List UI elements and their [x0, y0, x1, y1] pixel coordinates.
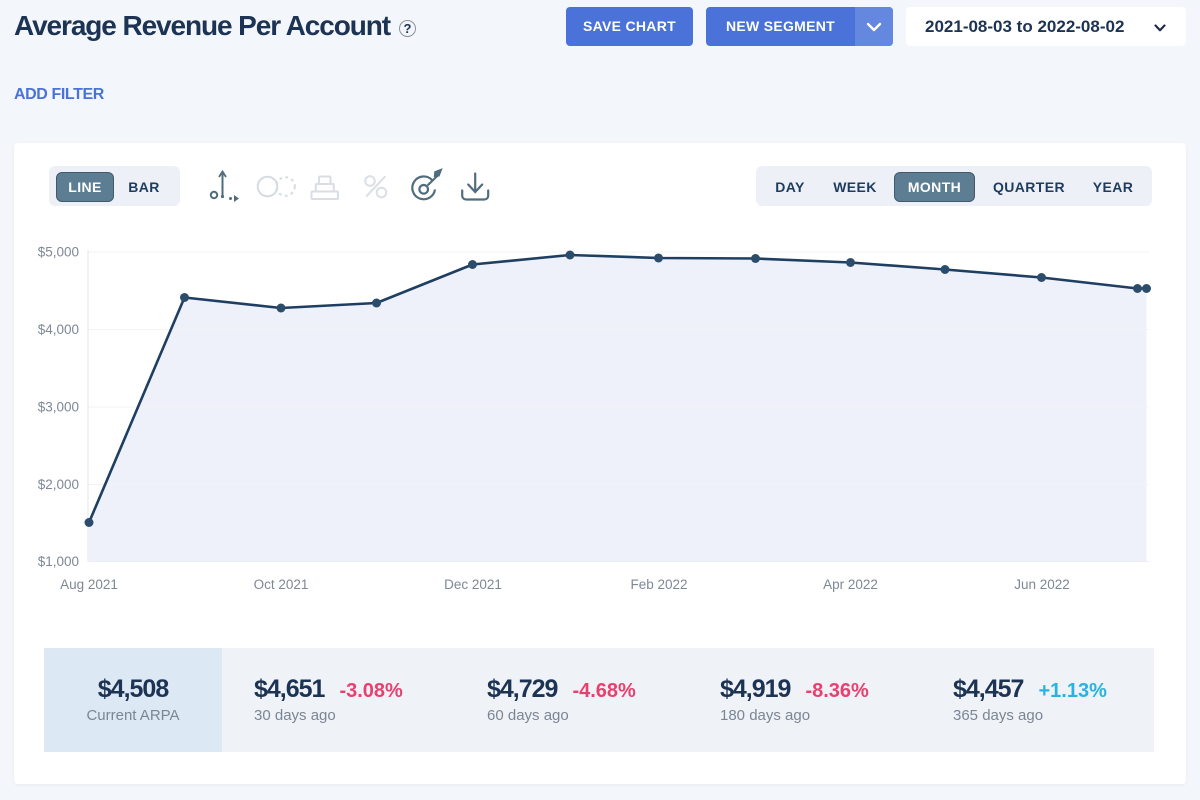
svg-text:Dec 2021: Dec 2021	[444, 577, 502, 592]
svg-text:$4,000: $4,000	[38, 322, 79, 337]
svg-text:$3,000: $3,000	[38, 400, 79, 415]
svg-text:$1,000: $1,000	[38, 554, 79, 569]
svg-text:Apr 2022: Apr 2022	[823, 577, 878, 592]
svg-text:Jun 2022: Jun 2022	[1014, 577, 1070, 592]
svg-text:$2,000: $2,000	[38, 477, 79, 492]
svg-text:Feb 2022: Feb 2022	[630, 577, 687, 592]
svg-text:$5,000: $5,000	[38, 245, 79, 260]
svg-text:Oct 2021: Oct 2021	[254, 577, 309, 592]
svg-text:Aug 2021: Aug 2021	[60, 577, 118, 592]
